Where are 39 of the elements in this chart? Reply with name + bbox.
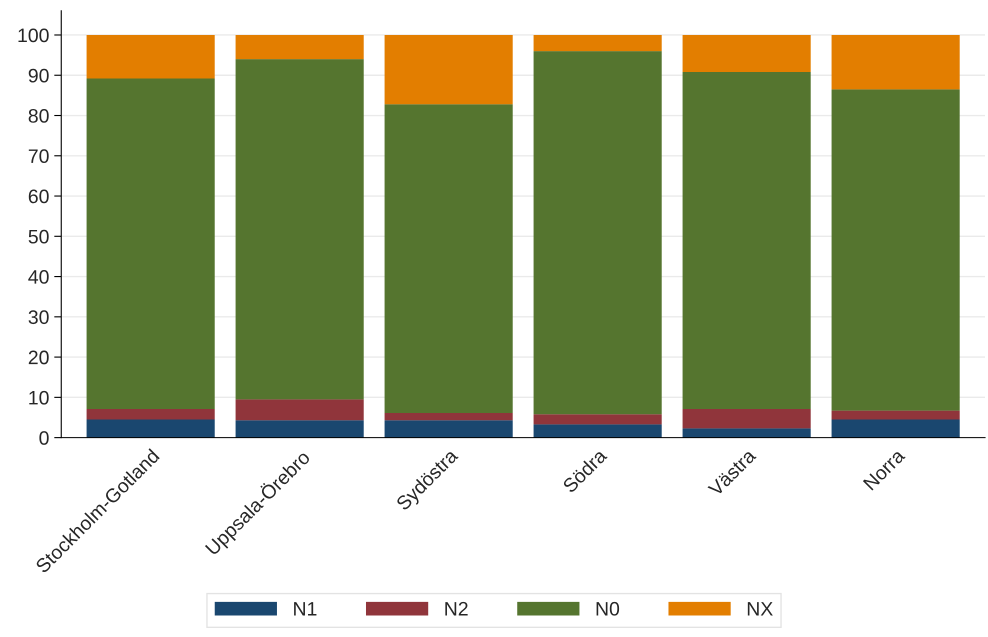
- y-tick-label: 90: [28, 68, 49, 82]
- bar: [534, 34, 662, 52]
- y-tick-label: 30: [28, 310, 49, 324]
- bar: [86, 34, 215, 78]
- y-tick-label: 80: [28, 108, 49, 123]
- bar: [236, 399, 364, 420]
- y-tick-label: 20: [28, 350, 49, 364]
- legend-label: N1: [294, 602, 316, 616]
- y-tick-label: 10: [29, 390, 49, 405]
- bar: [682, 34, 811, 72]
- bar: [832, 420, 960, 438]
- y-tick-label: 40: [28, 270, 49, 284]
- bar: [534, 51, 662, 414]
- y-tick-label: 60: [28, 190, 49, 204]
- bar: [682, 428, 811, 438]
- bar: [682, 409, 811, 428]
- bar: [832, 89, 960, 411]
- bar: [86, 409, 215, 420]
- bar: [236, 59, 364, 400]
- bar: [832, 34, 960, 90]
- y-tick-label: 0: [39, 431, 49, 445]
- bar: [384, 420, 513, 438]
- bar: [236, 420, 364, 438]
- bar: [682, 72, 811, 410]
- legend-label: N0: [596, 602, 620, 616]
- bar: [832, 410, 960, 420]
- bar: [534, 414, 662, 424]
- y-tick-label: 50: [28, 230, 49, 244]
- bar: [86, 420, 215, 438]
- bar: [236, 34, 364, 60]
- legend-label: NX: [748, 602, 773, 616]
- bar: [384, 413, 513, 420]
- bar: [384, 104, 513, 414]
- bar: [534, 424, 662, 438]
- bar: [384, 34, 513, 104]
- y-tick-label: 100: [18, 28, 49, 42]
- y-tick-label: 70: [28, 149, 49, 164]
- legend-label: N2: [445, 602, 468, 616]
- bar: [86, 78, 215, 410]
